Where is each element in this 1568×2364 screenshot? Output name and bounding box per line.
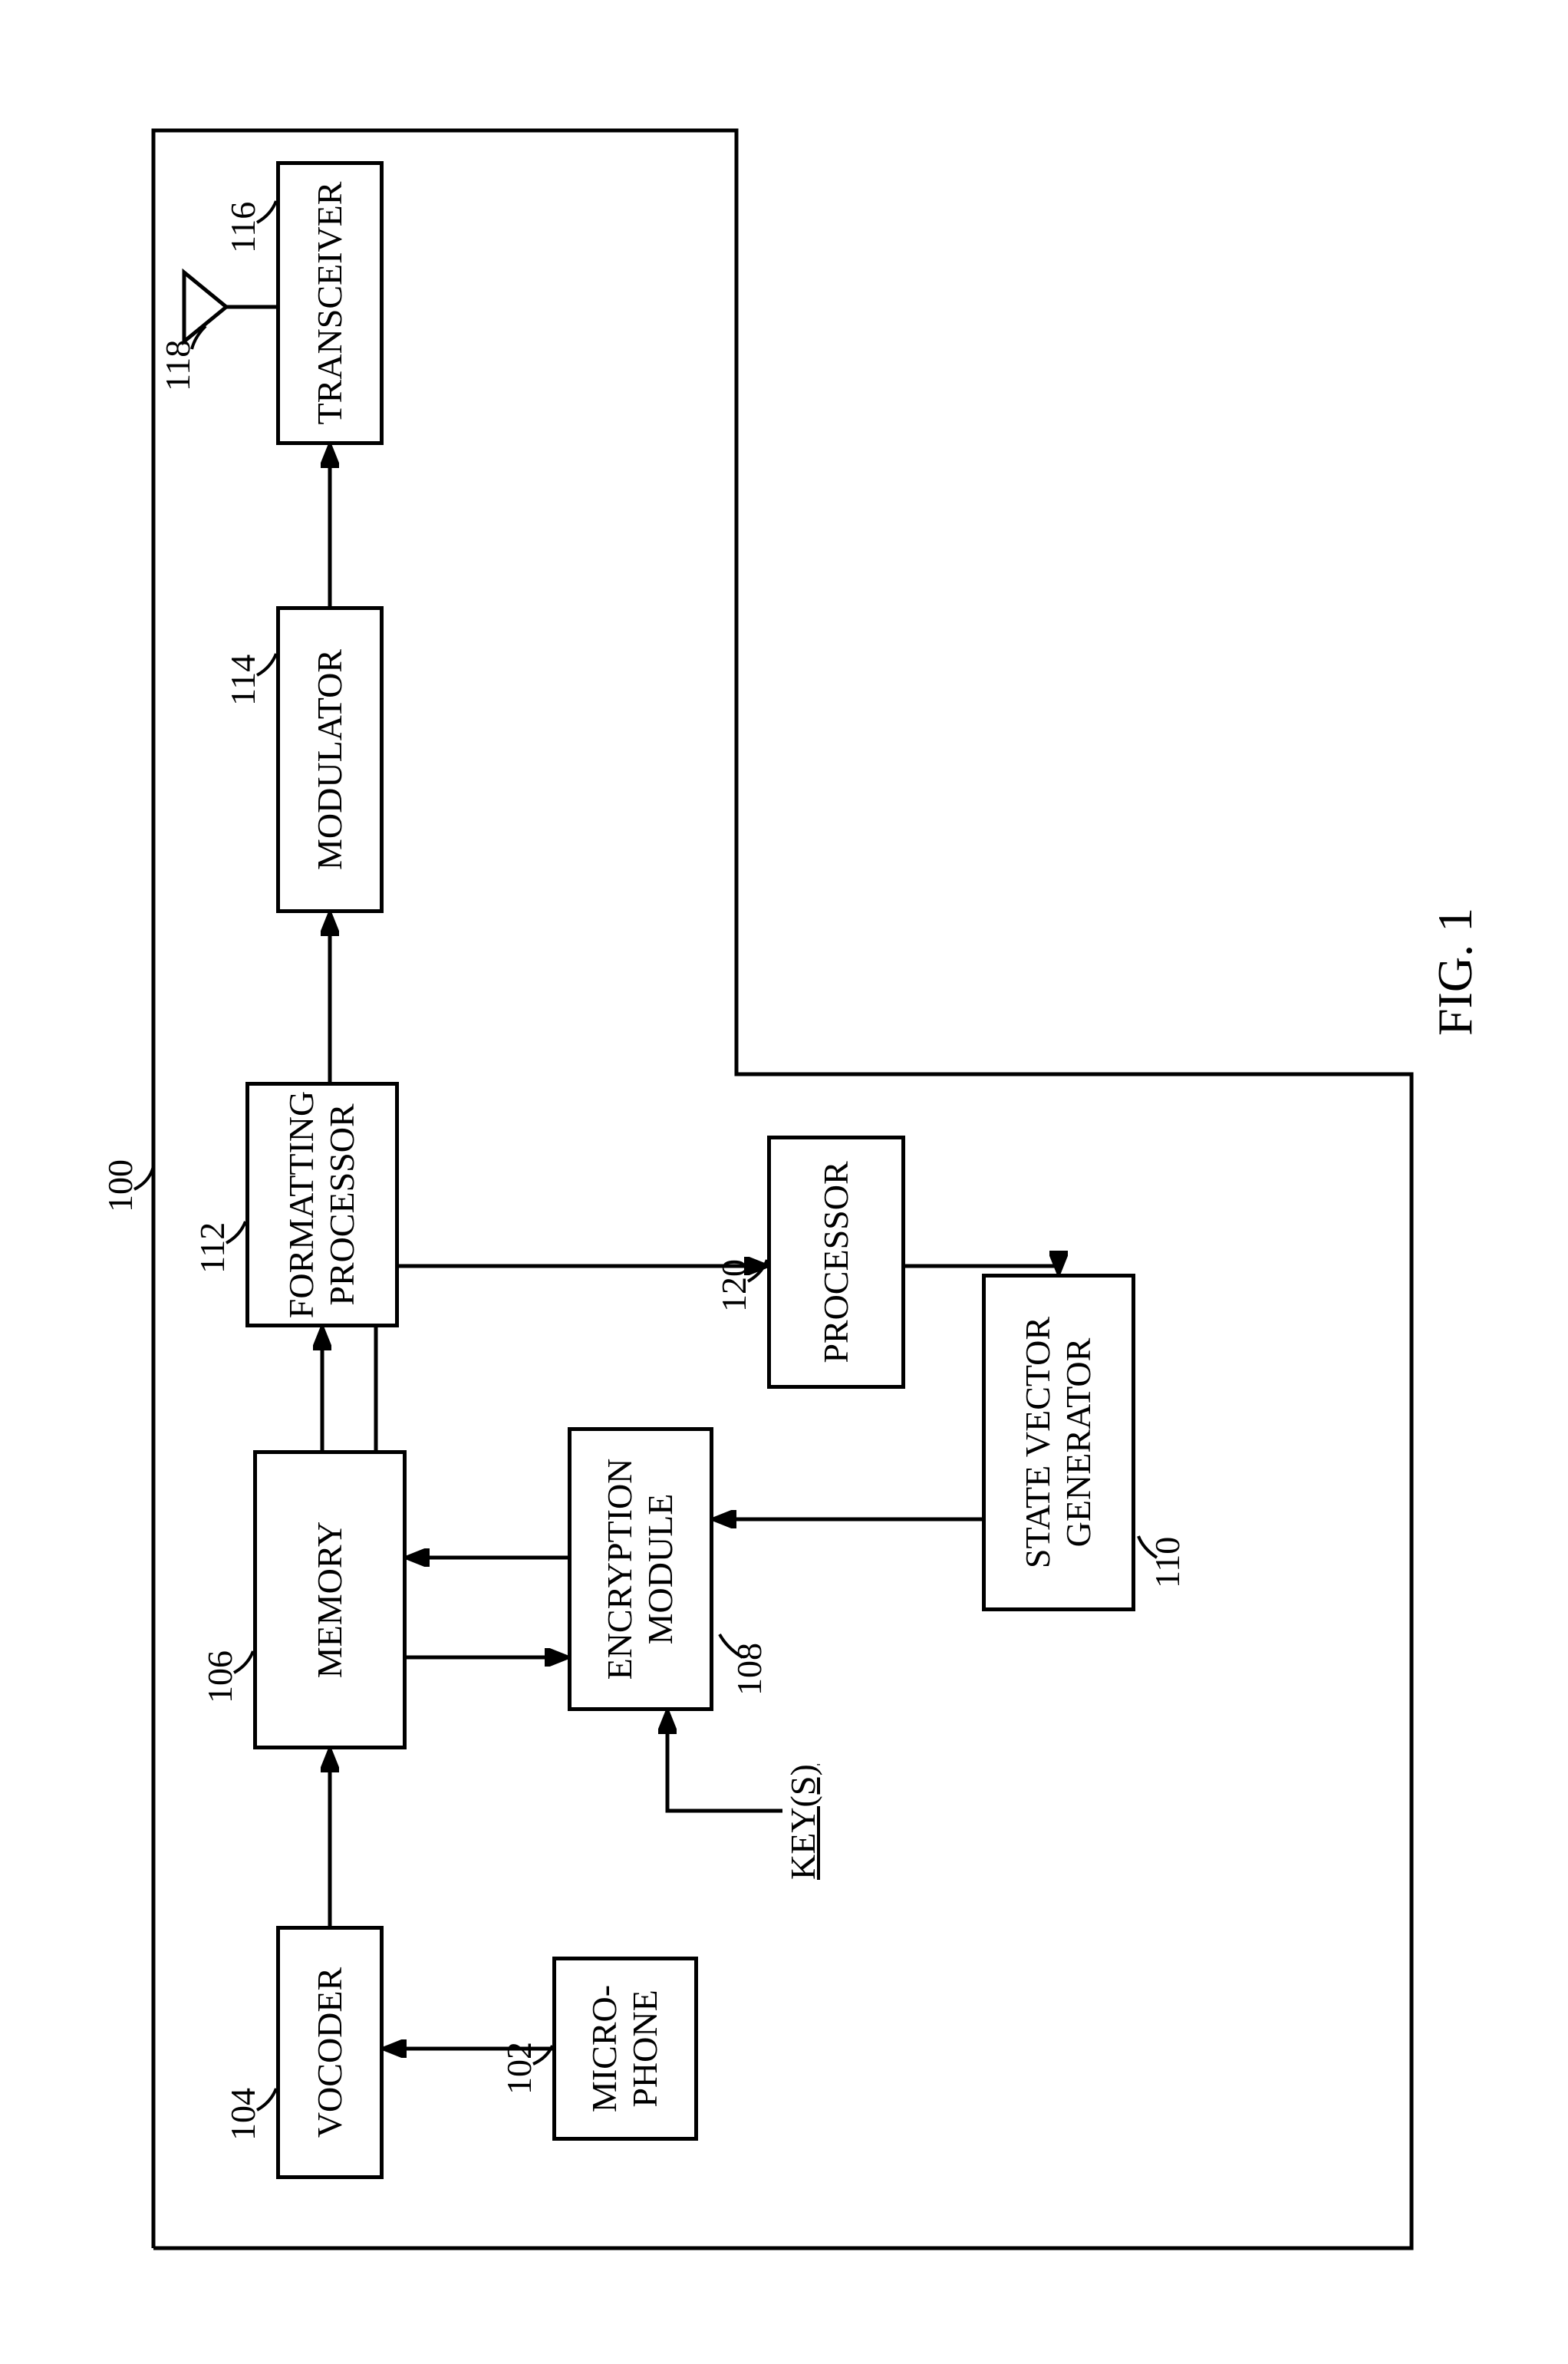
keys-input-label: KEY(S) [782,1764,823,1880]
modulator-ref: 114 [222,654,263,706]
antenna-icon [184,272,226,341]
formatting-processor-block: FORMATTING PROCESSOR [245,1082,399,1327]
state-vector-generator-block: STATE VECTOR GENERATOR [982,1274,1135,1611]
page: VOCODER MICRO- PHONE MEMORY ENCRYPTION M… [0,0,1568,2364]
formatting-ref: 112 [192,1222,232,1274]
microphone-ref: 102 [499,2042,539,2095]
memory-label: MEMORY [310,1522,351,1678]
state-vector-generator-label: STATE VECTOR GENERATOR [1018,1317,1099,1568]
vocoder-ref: 104 [222,2088,263,2141]
microphone-block: MICRO- PHONE [552,1957,698,2141]
modulator-block: MODULATOR [276,606,384,913]
vocoder-block: VOCODER [276,1926,384,2179]
arrow-keys-to-encryption [667,1711,782,1811]
modulator-label: MODULATOR [310,649,351,870]
processor-ref: 120 [713,1259,754,1312]
processor-label: PROCESSOR [816,1161,857,1363]
block-diagram: VOCODER MICRO- PHONE MEMORY ENCRYPTION M… [77,77,1534,2302]
encryption-ref: 108 [729,1643,769,1696]
svg-ref: 110 [1147,1537,1188,1588]
formatting-processor-label: FORMATTING PROCESSOR [282,1091,363,1318]
processor-block: PROCESSOR [767,1136,905,1389]
encryption-label: ENCRYPTION MODULE [600,1459,681,1680]
memory-ref: 106 [199,1650,240,1703]
antenna-ref: 118 [157,340,198,391]
transceiver-block: TRANSCEIVER [276,161,384,445]
vocoder-label: VOCODER [310,1967,351,2138]
outline-ref: 100 [100,1159,140,1212]
encryption-block: ENCRYPTION MODULE [568,1427,713,1711]
arrow-processor-to-svg [905,1266,1059,1274]
transceiver-ref: 116 [222,202,263,253]
transceiver-label: TRANSCEIVER [310,182,351,425]
memory-block: MEMORY [253,1450,407,1749]
microphone-label: MICRO- PHONE [585,1985,666,2112]
figure-caption: FIG. 1 [1427,908,1484,1036]
arrow-memory-to-processor [376,1266,767,1450]
